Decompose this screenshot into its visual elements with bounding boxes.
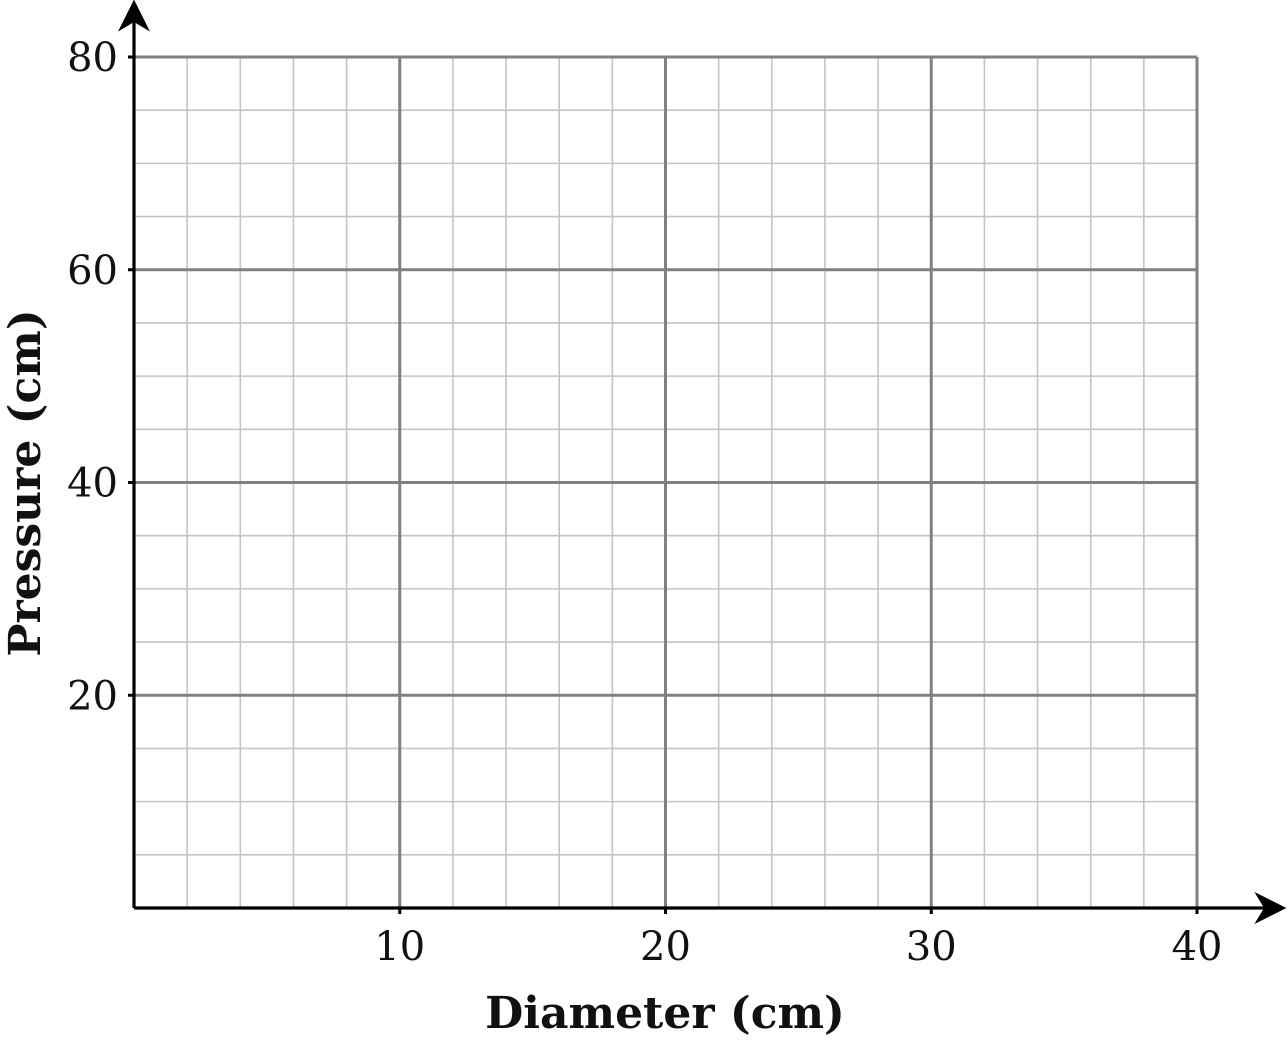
axes (118, 0, 1287, 924)
y-tick-label: 60 (67, 248, 118, 294)
y-tick-labels: 20 40 60 80 (67, 35, 118, 719)
major-grid (134, 55, 1199, 908)
x-tick-label: 20 (640, 924, 691, 970)
x-tick-labels: 10 20 30 40 (374, 924, 1222, 970)
x-tick-label: 40 (1172, 924, 1223, 970)
x-tick-label: 30 (906, 924, 957, 970)
y-tick-label: 20 (67, 673, 118, 719)
y-axis-title: Pressure (cm) (0, 309, 51, 656)
y-tick-label: 40 (67, 461, 118, 507)
y-tick-label: 80 (67, 35, 118, 81)
x-tick-label: 10 (374, 924, 425, 970)
x-axis-title: Diameter (cm) (485, 988, 845, 1039)
